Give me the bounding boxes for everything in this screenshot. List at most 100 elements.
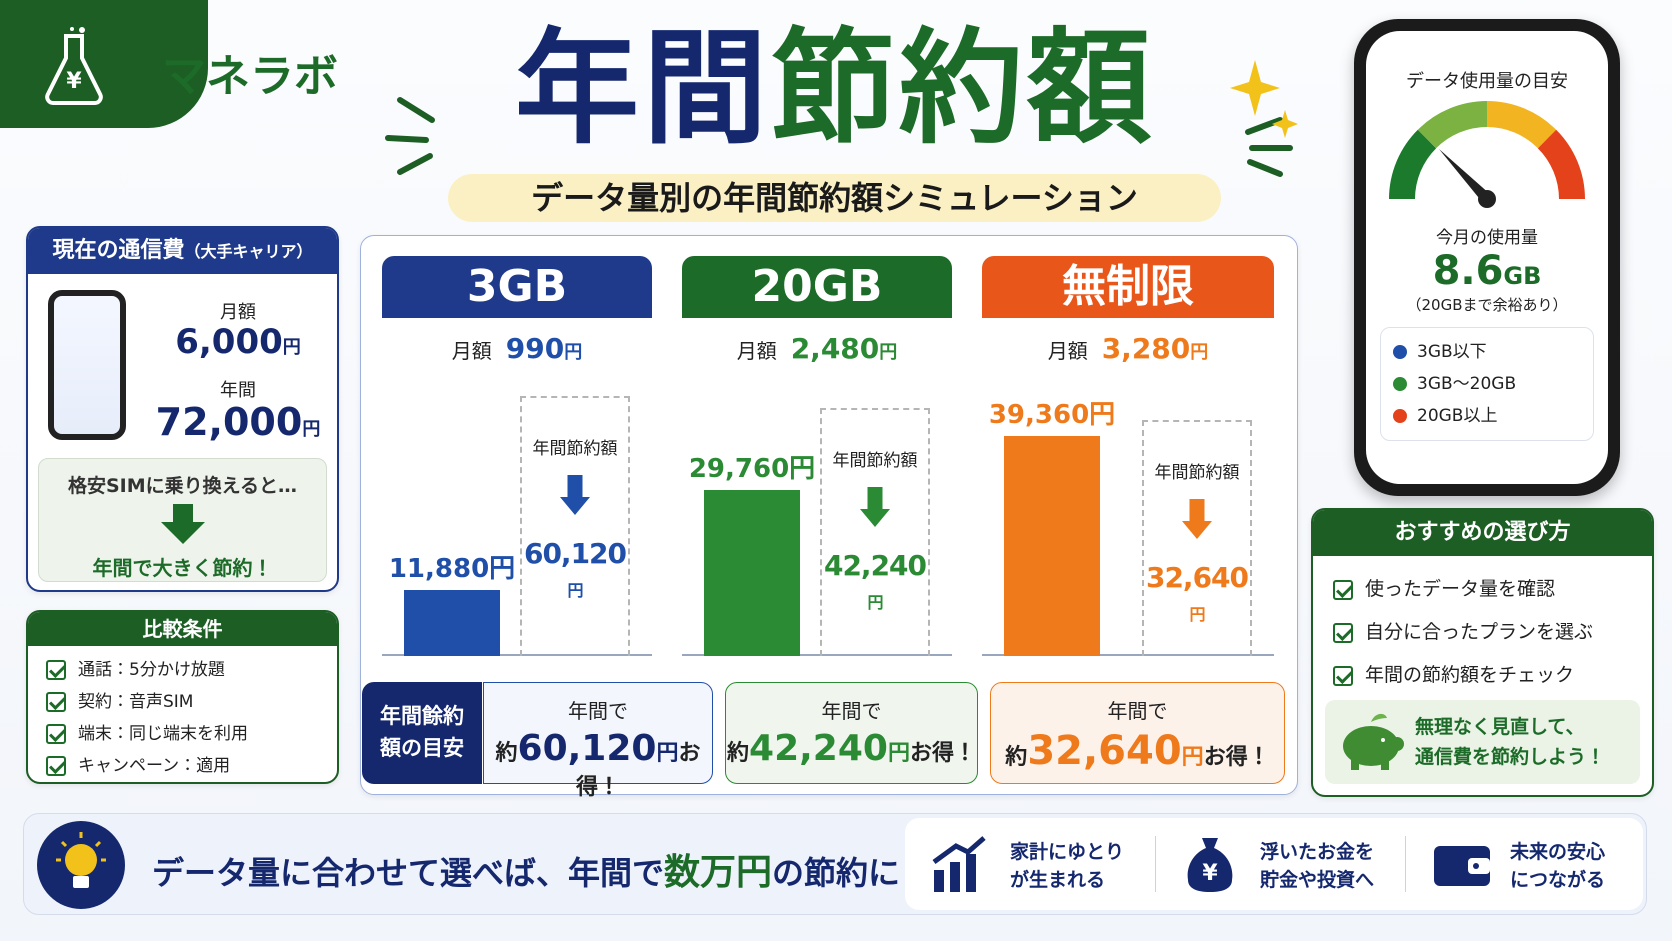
recommend-text: 使ったデータ量を確認: [1365, 578, 1556, 600]
title-part: 年間: [514, 17, 771, 161]
summary-value: 60,120: [517, 728, 657, 769]
plan-monthly: 月額 990円: [382, 332, 652, 365]
condition-item: 端末：同じ端末を利用: [46, 718, 248, 750]
line-shape: [60, 840, 68, 848]
plan-header: 3GB: [382, 256, 652, 318]
title-decoration: [385, 97, 1293, 177]
legend-dot: [1393, 345, 1407, 359]
check-icon: [46, 756, 66, 776]
piggy-icon: [1343, 713, 1404, 770]
plan-column: [382, 256, 652, 656]
text-shape: ¥: [1202, 861, 1218, 886]
approx: 約: [1005, 745, 1028, 770]
summary-line: 約60,120円お得！: [484, 728, 712, 801]
rect-shape: [1351, 760, 1359, 770]
value: 72,000: [155, 400, 303, 444]
circle-shape: [1390, 737, 1404, 751]
check-icon: [46, 660, 66, 680]
suffix: お得！: [1203, 745, 1270, 770]
monthly-label: 月額: [736, 339, 777, 363]
summary-heading: 年間餘約額の目安: [380, 704, 464, 760]
annual-label: 年間: [220, 380, 256, 401]
monthly-value: 6,000円: [148, 322, 328, 362]
benefit-line: 家計にゆとり: [1010, 841, 1125, 863]
summary-value: 32,640: [1027, 728, 1182, 774]
brand-name: マネラボ: [162, 51, 338, 102]
unit: 円: [567, 581, 583, 600]
savings-value: 32,640 円: [1144, 561, 1250, 627]
divider: [1405, 836, 1406, 892]
summary-box: 年間で約60,120円お得！: [483, 682, 713, 800]
unit: 円: [1181, 745, 1204, 770]
summary-line: 約32,640円お得！: [991, 728, 1284, 774]
path-shape: [932, 836, 986, 865]
benefit-icon: [930, 834, 990, 898]
circle-shape: [1473, 863, 1479, 869]
savings-box: 年間節約額 60,120 円: [520, 396, 630, 656]
conditions-list: 通話：5分かけ放題 契約：音声SIM 端末：同じ端末を利用 キャンペーン：適用: [46, 654, 248, 782]
path-shape: [1272, 110, 1298, 138]
plan-header: 20GB: [682, 256, 952, 318]
brand-tab: [0, 0, 208, 128]
check-icon: [1333, 622, 1353, 643]
rect-shape: [934, 870, 944, 892]
savings-box: 年間節約額 32,640 円: [1142, 420, 1252, 656]
benefit-icon: ¥: [1180, 834, 1240, 898]
condition-text: 通話：5分かけ放題: [78, 660, 225, 680]
condition-item: 通話：5分かけ放題: [46, 654, 248, 686]
usage-label: 今月の使用量: [1436, 228, 1538, 248]
unit: 円: [887, 741, 910, 766]
monthly-label: 月額: [451, 339, 492, 363]
legend-dot: [1393, 409, 1407, 423]
rect-shape: [73, 876, 89, 888]
text-shape: ¥: [66, 69, 82, 94]
savings-value: 60,120 円: [522, 537, 628, 603]
path-shape: [1417, 101, 1488, 149]
benefit-text: 家計にゆとり が生まれる: [1010, 838, 1124, 894]
monthly-label: 月額: [1047, 339, 1088, 363]
monthly-label: 月額: [220, 302, 256, 323]
condition-text: キャンペーン：適用: [78, 756, 231, 776]
current-heading: 現在の通信費（大手キャリア）: [28, 228, 337, 274]
benefit-icon: [1430, 834, 1494, 898]
legend-text: 3GB〜20GB: [1417, 374, 1517, 394]
switch-text: 格安SIMに乗り換えると…: [67, 475, 298, 497]
title: 年間節約額: [440, 14, 1230, 164]
summary-prefix: 年間で: [568, 699, 628, 723]
conditions-panel: 比較条件 通話：5分かけ放題 契約：音声SIM 端末：同じ端末を利用 キャンペーン：適…: [26, 610, 339, 784]
circle-shape: [79, 27, 85, 33]
subtitle: データ量別の年間節約額シミュレーション: [448, 174, 1221, 222]
suffix: お得！: [909, 741, 976, 766]
monthly-value: 990: [505, 332, 565, 365]
check-icon: [1333, 579, 1353, 600]
value: 6,000: [175, 322, 283, 362]
condition-item: キャンペーン：適用: [46, 750, 248, 782]
plan-monthly: 月額 2,480円: [682, 332, 952, 365]
recommend-message-box: 無理なく見直して、 通信費を節約しよう！: [1325, 700, 1640, 784]
recommend-panel: おすすめの選び方 使ったデータ量を確認 自分に合ったプランを選ぶ 年間の節約額をチェ…: [1311, 508, 1654, 797]
bar-label: 29,760円: [688, 453, 816, 484]
legend-text: 3GB以下: [1417, 342, 1487, 362]
sparkle: [1230, 60, 1298, 138]
summary-line: 約42,240円お得！: [726, 728, 977, 769]
down-arrow: [160, 504, 205, 544]
rect-shape: [966, 854, 976, 892]
plan-header: 無制限: [982, 256, 1274, 318]
brand-icon: ¥: [45, 27, 103, 105]
line-shape: [397, 97, 435, 123]
annual-value: 72,000円: [138, 400, 338, 444]
savings-label: 年間節約額: [532, 439, 618, 459]
line-shape: [94, 840, 102, 848]
line-shape: [1247, 159, 1283, 177]
footer-text: データ量に合わせて選べば、年間で: [152, 854, 665, 892]
plan-monthly: 月額 3,280円: [982, 332, 1274, 365]
recommend-item: 使ったデータ量を確認: [1333, 568, 1593, 611]
usage-unit: GB: [1503, 262, 1542, 290]
circle-shape: [70, 27, 74, 31]
bulb-icon: [37, 821, 125, 909]
switch-box: 格安SIMに乗り換えると… 年間で大きく節約！: [38, 458, 327, 582]
path-shape: [1439, 149, 1491, 203]
savings-label: 年間節約額: [832, 451, 918, 471]
gauge: [1389, 101, 1585, 208]
path-shape: [1187, 838, 1233, 892]
